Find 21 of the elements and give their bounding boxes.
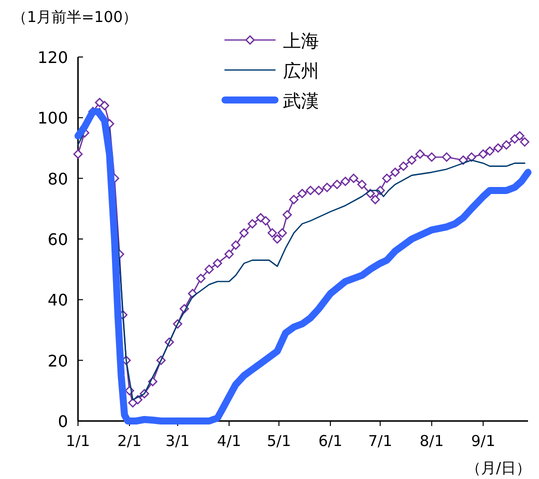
y-tick-label: 40 — [48, 290, 68, 310]
y-axis-title: （1月前半=100） — [12, 8, 138, 26]
x-tick-label: 3/1 — [166, 432, 190, 450]
x-tick-label: 2/1 — [117, 432, 142, 450]
x-tick-label: 5/1 — [266, 432, 291, 450]
y-tick-label: 80 — [48, 169, 68, 188]
y-tick-label: 20 — [48, 351, 68, 370]
legend-label: 広州 — [283, 61, 319, 82]
y-tick-label: 120 — [37, 48, 68, 67]
legend-label: 武漢 — [283, 91, 319, 112]
y-tick-label: 0 — [58, 412, 68, 431]
x-tick-label: 9/1 — [471, 432, 496, 450]
x-tick-label: 7/1 — [368, 432, 392, 450]
x-axis-title: （月/日） — [466, 459, 531, 477]
x-tick-label: 8/1 — [420, 432, 444, 450]
legend-label: 上海 — [283, 31, 319, 52]
x-tick-label: 4/1 — [217, 432, 242, 450]
y-tick-label: 100 — [37, 108, 68, 128]
y-tick-label: 60 — [48, 230, 68, 249]
x-tick-label: 1/1 — [66, 432, 90, 450]
x-tick-label: 6/1 — [318, 432, 342, 450]
